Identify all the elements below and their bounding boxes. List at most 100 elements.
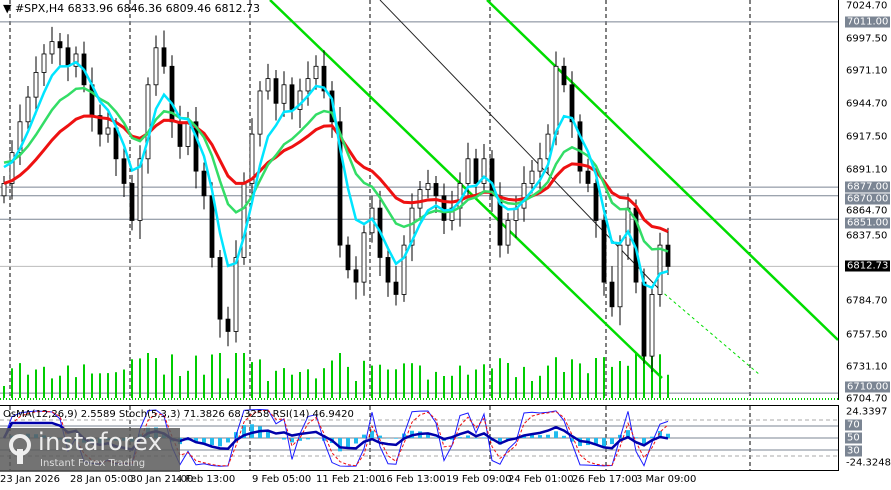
candle-body [273,78,279,104]
candle-body [65,47,71,67]
volume-bar [211,354,213,398]
volume-bar [187,370,189,398]
volume-bar [379,364,381,398]
volume-bar [531,381,533,398]
price-tag: 6877.00 [845,181,891,193]
price-axis-label: 6731.10 [846,361,888,373]
candle-body [649,294,655,357]
volume-bar [339,353,341,398]
volume-bar [227,378,229,398]
candle-body [489,158,495,197]
price-chart[interactable]: ▼ #SPX,H4 6833.96 6846.36 6809.46 6812.7… [0,0,839,400]
osma-bar [322,438,326,441]
osma-bar [306,438,310,440]
osma-bar [546,434,550,438]
candle-body [609,281,615,308]
volume-bar [603,357,605,398]
osma-bar [282,438,286,440]
candle-body [33,72,39,98]
symbol-label: #SPX,H4 [14,2,65,15]
time-axis-label: 30 Jan 21:00 [130,474,194,485]
price-axis-label: 6864.70 [846,205,888,217]
price-axis-label: 7024.70 [846,0,888,12]
candle-body [297,90,303,110]
volume-bar [483,364,485,398]
candle-body [193,121,199,172]
candle-body [417,189,423,209]
candle-body [553,65,559,135]
candle-body [153,47,159,86]
price-axis-label: 6837.50 [846,230,888,242]
candle-body [385,257,391,283]
time-axis-label: 19 Feb 09:00 [446,474,512,485]
candle-body [209,195,215,258]
volume-bar [275,370,277,398]
ind-axis-max: 24.3397 [846,406,888,418]
volume-bar [587,373,589,398]
ma-slow-line [3,114,669,234]
osma-bar [634,437,638,438]
ind-axis-min: -24.3248 [846,457,891,469]
price-chart-canvas[interactable] [0,0,838,400]
candle-body [161,47,167,67]
candle-body [545,133,551,160]
candle-body [217,257,223,320]
volume-bar [259,359,261,398]
volume-bar [507,363,509,398]
candle-body [441,195,447,221]
price-tag: 6870.00 [845,193,891,205]
volume-bar [451,375,453,398]
candle-body [289,84,295,110]
volume-bar [443,376,445,398]
time-axis-label: 11 Feb 21:00 [316,474,382,485]
candle-body [201,170,207,197]
volume-bar [91,373,93,398]
trend-projection [659,289,761,376]
volume-bar [307,369,309,398]
candle-body [249,133,255,184]
candle-body [353,269,359,283]
volume-bar [59,375,61,398]
volume-bar [555,357,557,398]
osma-bar [354,438,358,444]
price-axis-label: 6784.70 [846,295,888,307]
candle-body [577,121,583,172]
volume-bar [403,363,405,398]
volume-bar [19,363,21,398]
candle-body [241,183,247,258]
candle-body [537,158,543,172]
volume-bar [155,358,157,398]
volume-bar [459,365,461,398]
candle-body [585,170,591,184]
osma-bar [602,438,606,447]
price-axis-label: 6757.50 [846,329,888,341]
price-axis-label: 6917.50 [846,131,888,143]
osma-bar [266,431,270,438]
osma-bar [666,433,670,438]
volume-bar [203,374,205,398]
volume-bar [547,365,549,398]
osma-bar [370,430,374,438]
osma-bar [298,438,302,441]
osma-bar [650,436,654,438]
instaforex-watermark: instaforex Instant Forex Trading [0,428,180,472]
candle-body [473,158,479,184]
osma-bar [626,430,630,438]
volume-bar [179,376,181,398]
osma-bar [202,438,206,443]
candle-body [225,318,231,332]
candle-body [265,78,271,92]
candle-body [561,65,567,86]
volume-bar [11,368,13,398]
candle-body [321,65,327,92]
volume-bar [355,381,357,398]
candle-body [593,183,599,221]
channel-line-upper [486,0,838,341]
ma-mid-line [3,86,669,253]
candle-body [25,96,31,123]
volume-bar [611,366,613,398]
current-price-tag: 6812.73 [845,260,891,272]
candle-body [41,53,47,73]
volume-bar [291,374,293,398]
dropdown-arrow-icon[interactable]: ▼ [3,2,12,15]
